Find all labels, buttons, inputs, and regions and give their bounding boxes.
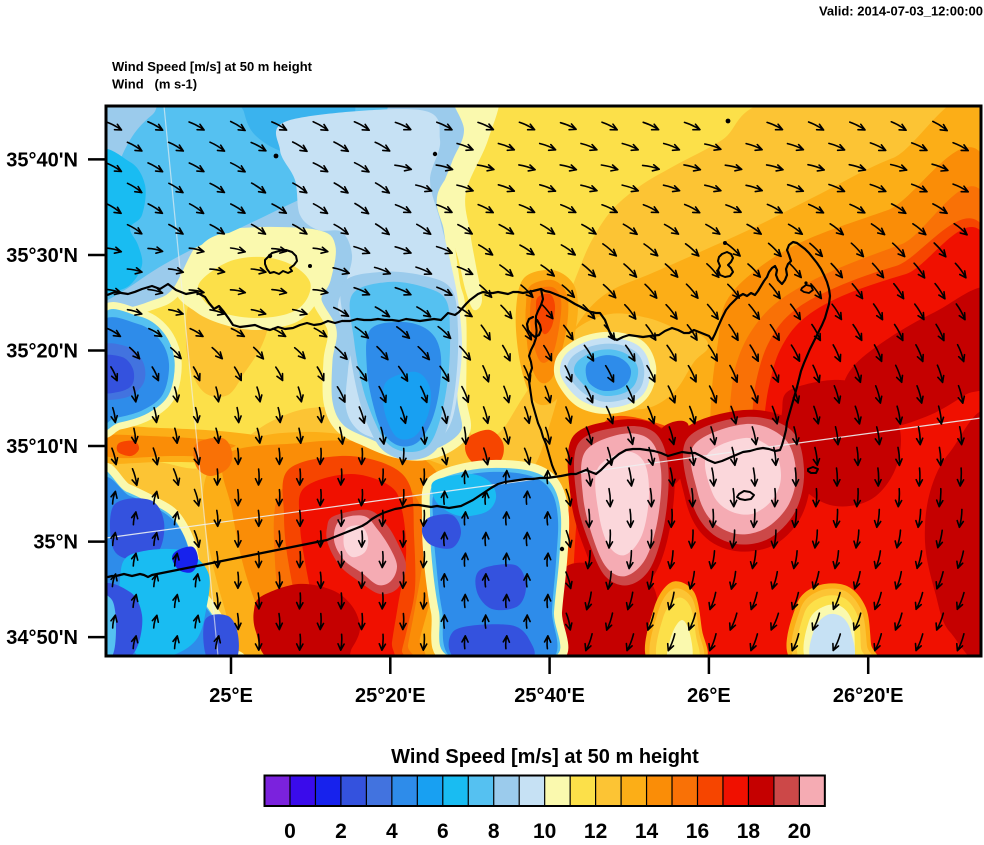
svg-text:34°50'N: 34°50'N — [6, 627, 78, 649]
svg-text:25°E: 25°E — [209, 685, 253, 707]
svg-text:6: 6 — [437, 820, 449, 843]
svg-text:18: 18 — [737, 820, 761, 843]
svg-text:35°30'N: 35°30'N — [6, 245, 78, 267]
svg-text:4: 4 — [386, 820, 398, 843]
svg-text:25°40'E: 25°40'E — [514, 685, 585, 707]
svg-text:Wind Speed [m/s] at 50 m heigh: Wind Speed [m/s] at 50 m height — [112, 59, 313, 74]
svg-text:26°20'E: 26°20'E — [833, 685, 904, 707]
svg-text:16: 16 — [686, 820, 709, 843]
svg-text:25°20'E: 25°20'E — [355, 685, 426, 707]
svg-text:10: 10 — [533, 820, 556, 843]
svg-text:Wind Speed [m/s] at 50 m heigh: Wind Speed [m/s] at 50 m height — [391, 746, 699, 768]
svg-text:12: 12 — [584, 820, 607, 843]
svg-text:14: 14 — [635, 820, 659, 843]
svg-text:20: 20 — [788, 820, 811, 843]
svg-text:Valid: 2014-07-03_12:00:00: Valid: 2014-07-03_12:00:00 — [819, 4, 983, 19]
svg-text:Wind (m s-1): Wind (m s-1) — [112, 77, 197, 92]
svg-text:35°20'N: 35°20'N — [6, 341, 78, 363]
svg-text:2: 2 — [335, 820, 347, 843]
svg-text:35°40'N: 35°40'N — [6, 149, 78, 171]
svg-text:8: 8 — [488, 820, 500, 843]
svg-text:26°E: 26°E — [687, 685, 731, 707]
svg-text:0: 0 — [284, 820, 296, 843]
svg-text:35°N: 35°N — [33, 532, 78, 554]
svg-text:35°10'N: 35°10'N — [6, 436, 78, 458]
